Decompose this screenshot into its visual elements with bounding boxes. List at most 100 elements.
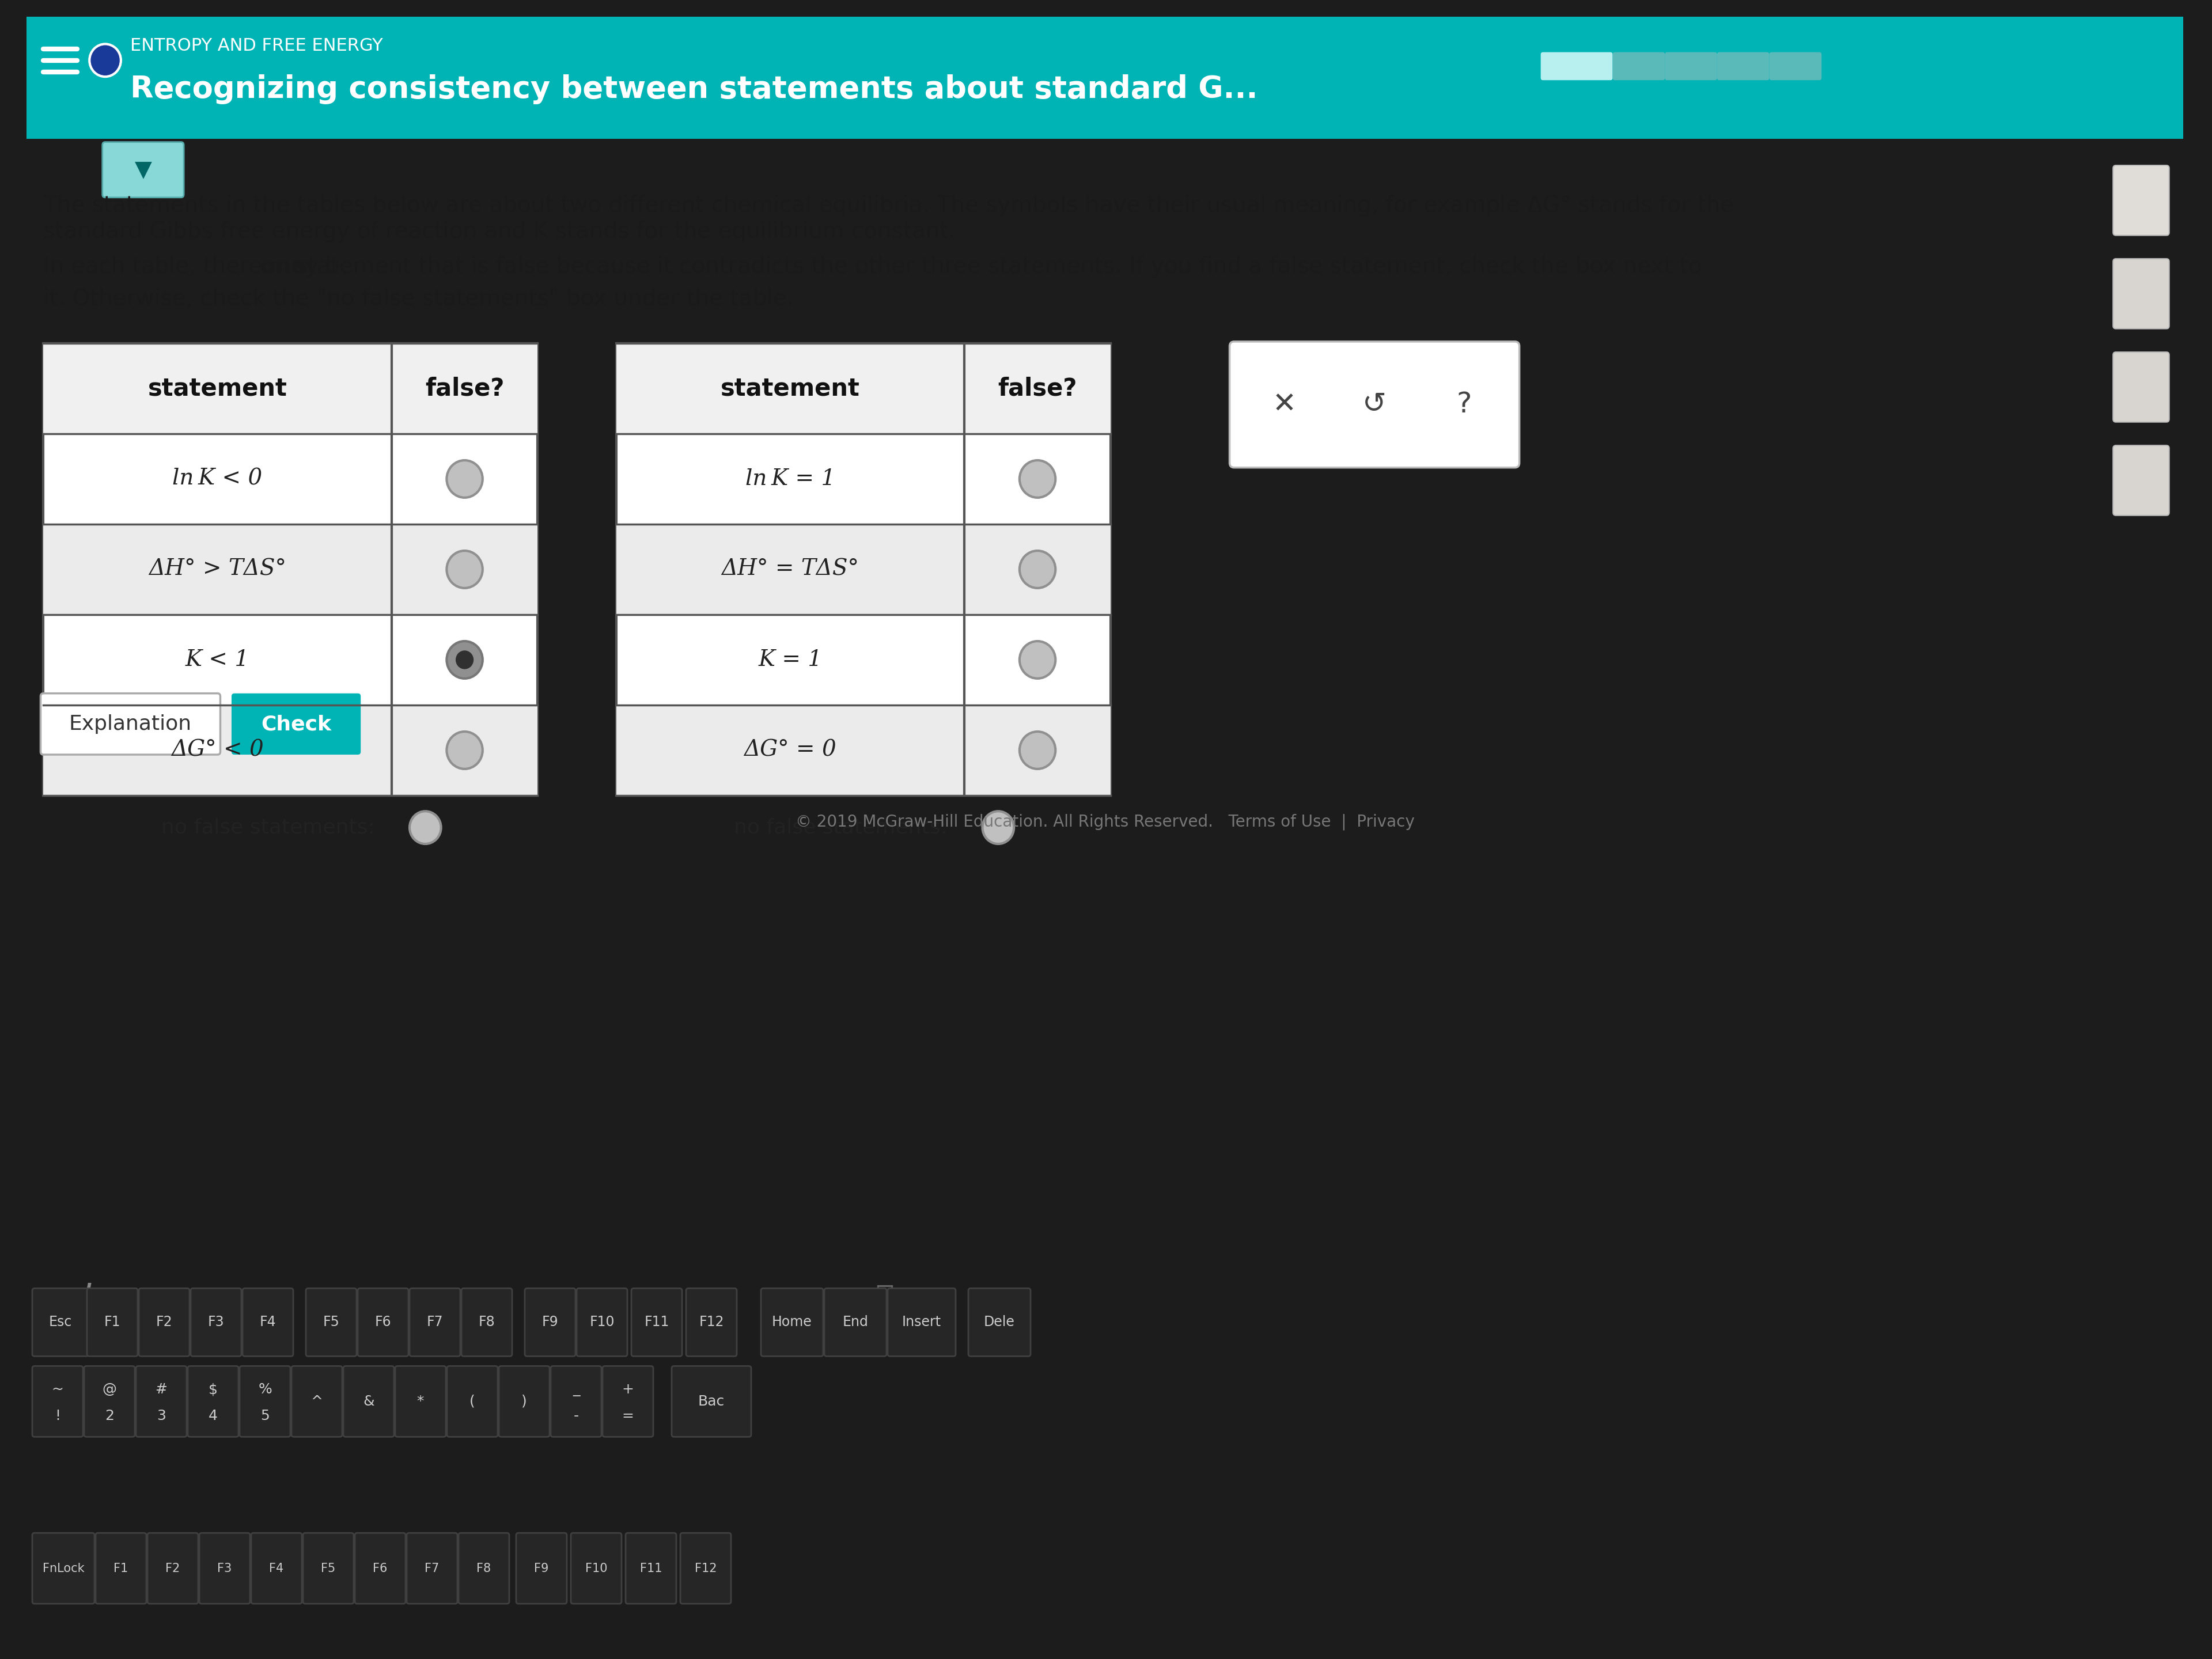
Text: false?: false?: [998, 377, 1077, 400]
FancyBboxPatch shape: [1230, 342, 1520, 468]
Circle shape: [88, 45, 122, 76]
FancyBboxPatch shape: [40, 693, 221, 755]
Text: The statements in the tables below are about two different chemical equilibria. : The statements in the tables below are a…: [44, 194, 1734, 216]
Text: statement: statement: [148, 377, 288, 400]
Text: F1: F1: [104, 1316, 119, 1329]
Text: Bac: Bac: [699, 1395, 726, 1408]
FancyBboxPatch shape: [243, 1289, 294, 1357]
Text: F4: F4: [259, 1316, 276, 1329]
FancyBboxPatch shape: [407, 1533, 458, 1604]
Text: no false statements:: no false statements:: [734, 818, 947, 838]
Text: F10: F10: [588, 1316, 615, 1329]
Text: F5: F5: [321, 1563, 336, 1574]
Circle shape: [409, 811, 440, 844]
Text: 5: 5: [261, 1408, 270, 1423]
Text: *: *: [416, 1395, 425, 1408]
Text: F6: F6: [374, 1316, 392, 1329]
FancyBboxPatch shape: [102, 143, 184, 197]
FancyBboxPatch shape: [1613, 51, 1666, 80]
Text: 4: 4: [208, 1408, 217, 1423]
FancyBboxPatch shape: [672, 1365, 752, 1437]
Text: no false statements:: no false statements:: [161, 818, 374, 838]
Text: 3: 3: [157, 1408, 166, 1423]
FancyBboxPatch shape: [396, 1365, 447, 1437]
FancyBboxPatch shape: [447, 1365, 498, 1437]
FancyBboxPatch shape: [354, 1533, 405, 1604]
Text: %: %: [259, 1382, 272, 1397]
Circle shape: [447, 460, 482, 498]
Text: F3: F3: [208, 1316, 223, 1329]
Circle shape: [447, 732, 482, 768]
Text: Recognizing consistency between statements about standard G...: Recognizing consistency between statemen…: [131, 75, 1259, 105]
Text: F10: F10: [586, 1563, 608, 1574]
Text: F8: F8: [478, 1316, 495, 1329]
FancyBboxPatch shape: [409, 1289, 460, 1357]
Text: #: #: [155, 1382, 168, 1397]
Text: =: =: [622, 1408, 635, 1423]
FancyBboxPatch shape: [500, 1365, 549, 1437]
Text: ln K < 0: ln K < 0: [173, 468, 263, 489]
Text: standard Gibbs free energy of reaction and K stands for the equilibrium constant: standard Gibbs free energy of reaction a…: [44, 221, 956, 242]
FancyBboxPatch shape: [887, 1289, 956, 1357]
FancyBboxPatch shape: [2112, 259, 2170, 328]
FancyBboxPatch shape: [2112, 445, 2170, 516]
FancyBboxPatch shape: [1542, 51, 1613, 80]
Text: statement: statement: [721, 377, 860, 400]
Bar: [27, 17, 2183, 139]
Text: F7: F7: [425, 1563, 440, 1574]
Text: ↺: ↺: [1363, 392, 1387, 418]
Text: F8: F8: [476, 1563, 491, 1574]
Circle shape: [982, 811, 1013, 844]
Text: -: -: [573, 1408, 580, 1423]
Text: F5: F5: [323, 1316, 338, 1329]
Bar: [44, 343, 538, 433]
Text: Check: Check: [261, 715, 332, 733]
Text: ENTROPY AND FREE ENERGY: ENTROPY AND FREE ENERGY: [131, 38, 383, 55]
FancyBboxPatch shape: [524, 1289, 575, 1357]
Text: ΔG° < 0: ΔG° < 0: [170, 740, 263, 761]
Text: F6: F6: [374, 1563, 387, 1574]
Text: F4: F4: [270, 1563, 283, 1574]
Text: F11: F11: [644, 1316, 670, 1329]
FancyBboxPatch shape: [1717, 51, 1770, 80]
Text: F1: F1: [113, 1563, 128, 1574]
Text: ~: ~: [51, 1382, 64, 1397]
Bar: [617, 343, 1110, 433]
Text: Esc: Esc: [49, 1316, 73, 1329]
FancyBboxPatch shape: [2112, 352, 2170, 421]
FancyBboxPatch shape: [969, 1289, 1031, 1357]
Text: ^: ^: [310, 1395, 323, 1408]
FancyBboxPatch shape: [199, 1533, 250, 1604]
FancyBboxPatch shape: [343, 1365, 394, 1437]
FancyBboxPatch shape: [239, 1365, 290, 1437]
Bar: [617, 524, 1110, 614]
Text: F2: F2: [155, 1316, 173, 1329]
Text: K = 1: K = 1: [759, 649, 823, 670]
Text: ?: ?: [1458, 392, 1471, 418]
Text: ⊞: ⊞: [874, 1282, 896, 1306]
Bar: [617, 705, 1110, 795]
FancyBboxPatch shape: [305, 1289, 356, 1357]
FancyBboxPatch shape: [761, 1289, 823, 1357]
FancyBboxPatch shape: [1770, 51, 1820, 80]
Text: Home: Home: [772, 1316, 812, 1329]
FancyBboxPatch shape: [825, 1289, 887, 1357]
Text: statement that is false because it contradicts the other three statements. If yo: statement that is false because it contr…: [290, 255, 1703, 277]
Circle shape: [1020, 460, 1055, 498]
Text: @: @: [102, 1382, 117, 1397]
Text: ▼: ▼: [135, 159, 153, 181]
Circle shape: [447, 551, 482, 587]
Circle shape: [447, 640, 482, 679]
Text: $: $: [208, 1382, 217, 1397]
FancyBboxPatch shape: [86, 1289, 137, 1357]
FancyBboxPatch shape: [515, 1533, 566, 1604]
Text: &: &: [363, 1395, 374, 1408]
FancyBboxPatch shape: [190, 1289, 241, 1357]
Text: F2: F2: [166, 1563, 179, 1574]
Text: !: !: [55, 1408, 60, 1423]
Circle shape: [1020, 732, 1055, 768]
Text: F12: F12: [699, 1316, 723, 1329]
Text: F9: F9: [533, 1563, 549, 1574]
Text: Dele: Dele: [984, 1316, 1015, 1329]
Bar: [44, 343, 538, 795]
